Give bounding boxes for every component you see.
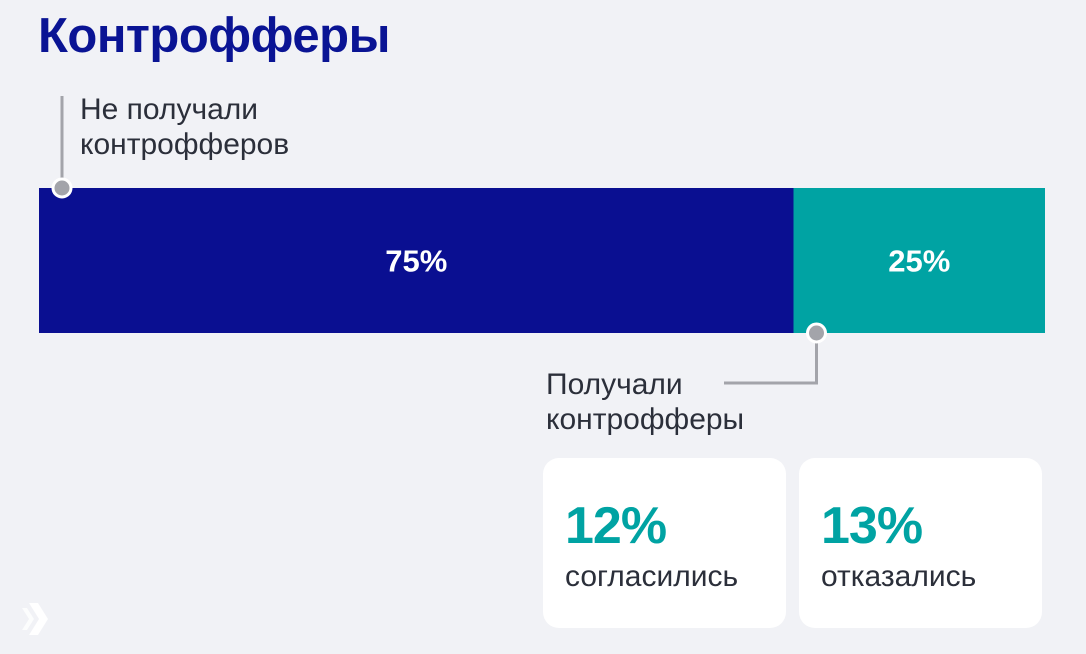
label-received-line-2: контрофферы xyxy=(546,403,745,436)
bars-layer: 75% 25% xyxy=(39,188,1045,333)
label-received-line-1: Получали xyxy=(546,368,683,401)
declined-label: отказались xyxy=(821,560,977,593)
label-not-received: Не получали контрофферов xyxy=(80,92,289,162)
bar-value-label-2: 25% xyxy=(888,244,950,279)
declined-value: 13% xyxy=(821,497,923,555)
agreed-label: согласились xyxy=(565,560,739,593)
bar-value-label-1: 75% xyxy=(385,244,447,279)
label-not-received-line-1: Не получали xyxy=(80,93,259,126)
brand-logo-icon xyxy=(22,603,48,635)
connectors-layer xyxy=(51,96,827,385)
label-received: Получали контрофферы xyxy=(546,367,744,437)
connector-dot-received xyxy=(806,322,827,344)
bar-segment-2 xyxy=(793,188,1045,333)
agreed-value: 12% xyxy=(565,497,667,555)
connector-line-received xyxy=(724,333,818,385)
connector-dot-not-received xyxy=(51,177,73,199)
label-not-received-line-2: контрофферов xyxy=(80,128,290,161)
breakdown-card-declined: 13% отказались xyxy=(799,458,1042,628)
bar-segment-1 xyxy=(39,188,794,333)
breakdown-card-agreed: 12% согласились xyxy=(543,458,786,628)
page-title: Контрофферы xyxy=(38,9,390,63)
